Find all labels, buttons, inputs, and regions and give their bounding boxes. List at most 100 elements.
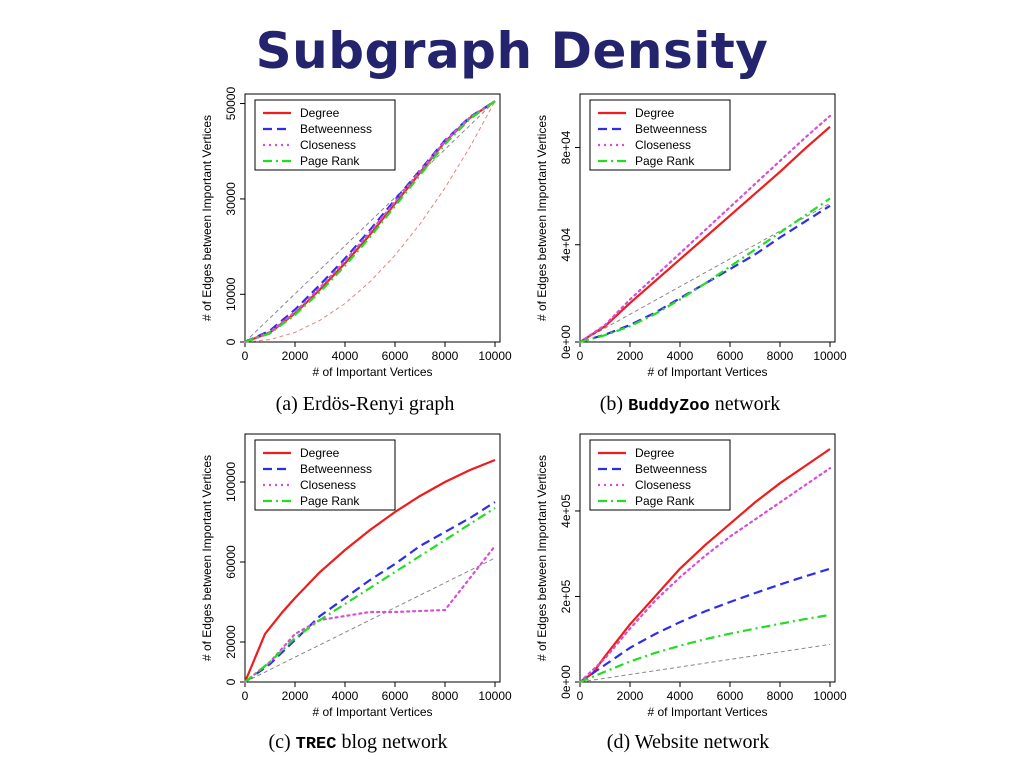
- caption-prefix: (c): [268, 731, 291, 753]
- y-tick-label: 100000: [224, 462, 238, 502]
- caption-mono: TREC: [295, 735, 337, 754]
- y-tick-label: 2e+05: [559, 579, 573, 613]
- x-tick-label: 8000: [432, 349, 459, 363]
- series-line-pagerank: [579, 613, 831, 684]
- legend-label-closeness: Closeness: [300, 478, 356, 492]
- legend-label-degree: Degree: [300, 446, 340, 460]
- x-tick-label: 10000: [478, 689, 512, 703]
- series-line-pagerank: [244, 100, 496, 344]
- x-tick-label: 0: [242, 689, 249, 703]
- legend-label-pagerank: Page Rank: [635, 494, 695, 508]
- reference-line: [579, 643, 831, 683]
- slide-title: Subgraph Density: [255, 22, 769, 80]
- series-line-closeness: [243, 100, 497, 344]
- series-line-betweenness: [579, 567, 831, 683]
- x-tick-label: 6000: [382, 349, 409, 363]
- x-axis-label: # of Important Vertices: [312, 365, 432, 379]
- x-tick-label: 2000: [617, 349, 644, 363]
- series-line-pagerank: [579, 197, 831, 344]
- legend-label-betweenness: Betweenness: [300, 462, 372, 476]
- x-axis-label: # of Important Vertices: [312, 705, 432, 719]
- chart-panel-a: 0 2000 4000 6000 8000 10000 0 10000 30000 50000 # …: [195, 80, 535, 410]
- y-tick-label: 8e+04: [559, 130, 573, 164]
- legend-label-closeness: Closeness: [635, 478, 691, 492]
- legend-label-closeness: Closeness: [635, 138, 691, 152]
- caption-prefix: (b): [599, 393, 624, 415]
- series-line-betweenness: [244, 100, 496, 344]
- legend-label-betweenness: Betweenness: [635, 462, 707, 476]
- chart-caption-b: (b) BuddyZoo network: [520, 393, 860, 416]
- chart-panel-c: 0 2000 4000 6000 8000 10000 0 20000 60000 100000 #…: [195, 420, 535, 750]
- plot-frame: [244, 93, 501, 343]
- x-tick-label: 2000: [617, 689, 644, 703]
- legend-box: [254, 99, 396, 171]
- chart-d: 0 2000 4000 6000 8000 10000 0e+00 2e+05 4e+05 # o…: [535, 433, 847, 719]
- y-axis-label: # of Edges between Important Vertices: [200, 455, 214, 661]
- legend-label-pagerank: Page Rank: [635, 154, 695, 168]
- chart-caption-c: (c) TREC blog network: [188, 731, 528, 754]
- legend-label-pagerank: Page Rank: [300, 154, 360, 168]
- x-axis-label: # of Important Vertices: [647, 705, 767, 719]
- caption-text: blog network: [341, 731, 448, 753]
- plot-frame: [579, 433, 836, 683]
- y-axis-label: # of Edges between Important Vertices: [200, 115, 214, 321]
- y-tick-label: 60000: [224, 545, 238, 579]
- x-tick-label: 4000: [332, 349, 359, 363]
- legend-label-degree: Degree: [635, 446, 675, 460]
- legend-label-betweenness: Betweenness: [635, 122, 707, 136]
- x-tick-label: 0: [577, 689, 584, 703]
- x-tick-label: 0: [577, 349, 584, 363]
- chart-panel-b: 0 2000 4000 6000 8000 10000 0e+00 4e+04 8e+04 # o…: [530, 80, 870, 410]
- x-tick-label: 4000: [667, 689, 694, 703]
- caption-prefix: (a): [275, 393, 298, 415]
- x-axis-label: # of Important Vertices: [647, 365, 767, 379]
- caption-text: Erdös-Renyi graph: [302, 393, 455, 415]
- series-line-closeness: [243, 544, 497, 684]
- y-tick-label: 4e+05: [559, 494, 573, 528]
- legend-box: [254, 439, 396, 511]
- x-tick-label: 6000: [382, 689, 409, 703]
- x-tick-label: 4000: [667, 349, 694, 363]
- x-tick-label: 8000: [767, 349, 794, 363]
- x-tick-label: 10000: [813, 689, 847, 703]
- series-line-degree: [243, 458, 496, 683]
- x-tick-label: 10000: [478, 349, 512, 363]
- chart-caption-d: (d) Website network: [518, 731, 858, 754]
- plot-frame: [579, 93, 836, 343]
- series-line-pagerank: [244, 507, 496, 683]
- series-line-closeness: [578, 114, 832, 344]
- reference-line: [244, 100, 496, 343]
- x-tick-label: 2000: [282, 689, 309, 703]
- x-tick-label: 4000: [332, 689, 359, 703]
- caption-text: network: [714, 393, 781, 415]
- legend-label-closeness: Closeness: [300, 138, 356, 152]
- series-line-closeness: [578, 467, 832, 684]
- caption-mono: BuddyZoo: [628, 397, 710, 416]
- legend-box: [589, 439, 731, 511]
- legend-label-degree: Degree: [635, 106, 675, 120]
- plot-frame: [244, 433, 501, 683]
- legend-box: [589, 99, 731, 171]
- legend-label-degree: Degree: [300, 106, 340, 120]
- legend-label-betweenness: Betweenness: [300, 122, 372, 136]
- y-tick-label: 4e+04: [559, 228, 573, 262]
- chart-panel-d: 0 2000 4000 6000 8000 10000 0e+00 2e+05 4e+05 # o…: [530, 420, 870, 750]
- y-tick-label: 30000: [224, 182, 238, 216]
- caption-text: Website network: [634, 731, 770, 753]
- chart-caption-a: (a) Erdös-Renyi graph: [195, 393, 535, 416]
- reference-line: [579, 202, 831, 343]
- y-tick-label: 50000: [224, 87, 238, 121]
- series-line-betweenness: [244, 501, 496, 683]
- chart-c: 0 2000 4000 6000 8000 1000002000060000100000#…: [200, 433, 512, 719]
- y-tick-label: 10000: [224, 277, 238, 311]
- y-tick-label: 20000: [224, 625, 238, 659]
- y-tick-label: 0: [224, 678, 238, 685]
- x-tick-label: 2000: [282, 349, 309, 363]
- chart-a: 0 2000 4000 6000 8000 10000 0 10000 30000 50000 # …: [200, 87, 512, 379]
- reference-line: [244, 100, 496, 343]
- y-tick-label: 0: [224, 338, 238, 345]
- x-tick-label: 8000: [432, 689, 459, 703]
- reference-line: [244, 557, 496, 683]
- series-line-degree: [579, 125, 831, 343]
- chart-b: 0 2000 4000 6000 8000 10000 0e+00 4e+04 8e+04 # o…: [535, 93, 847, 379]
